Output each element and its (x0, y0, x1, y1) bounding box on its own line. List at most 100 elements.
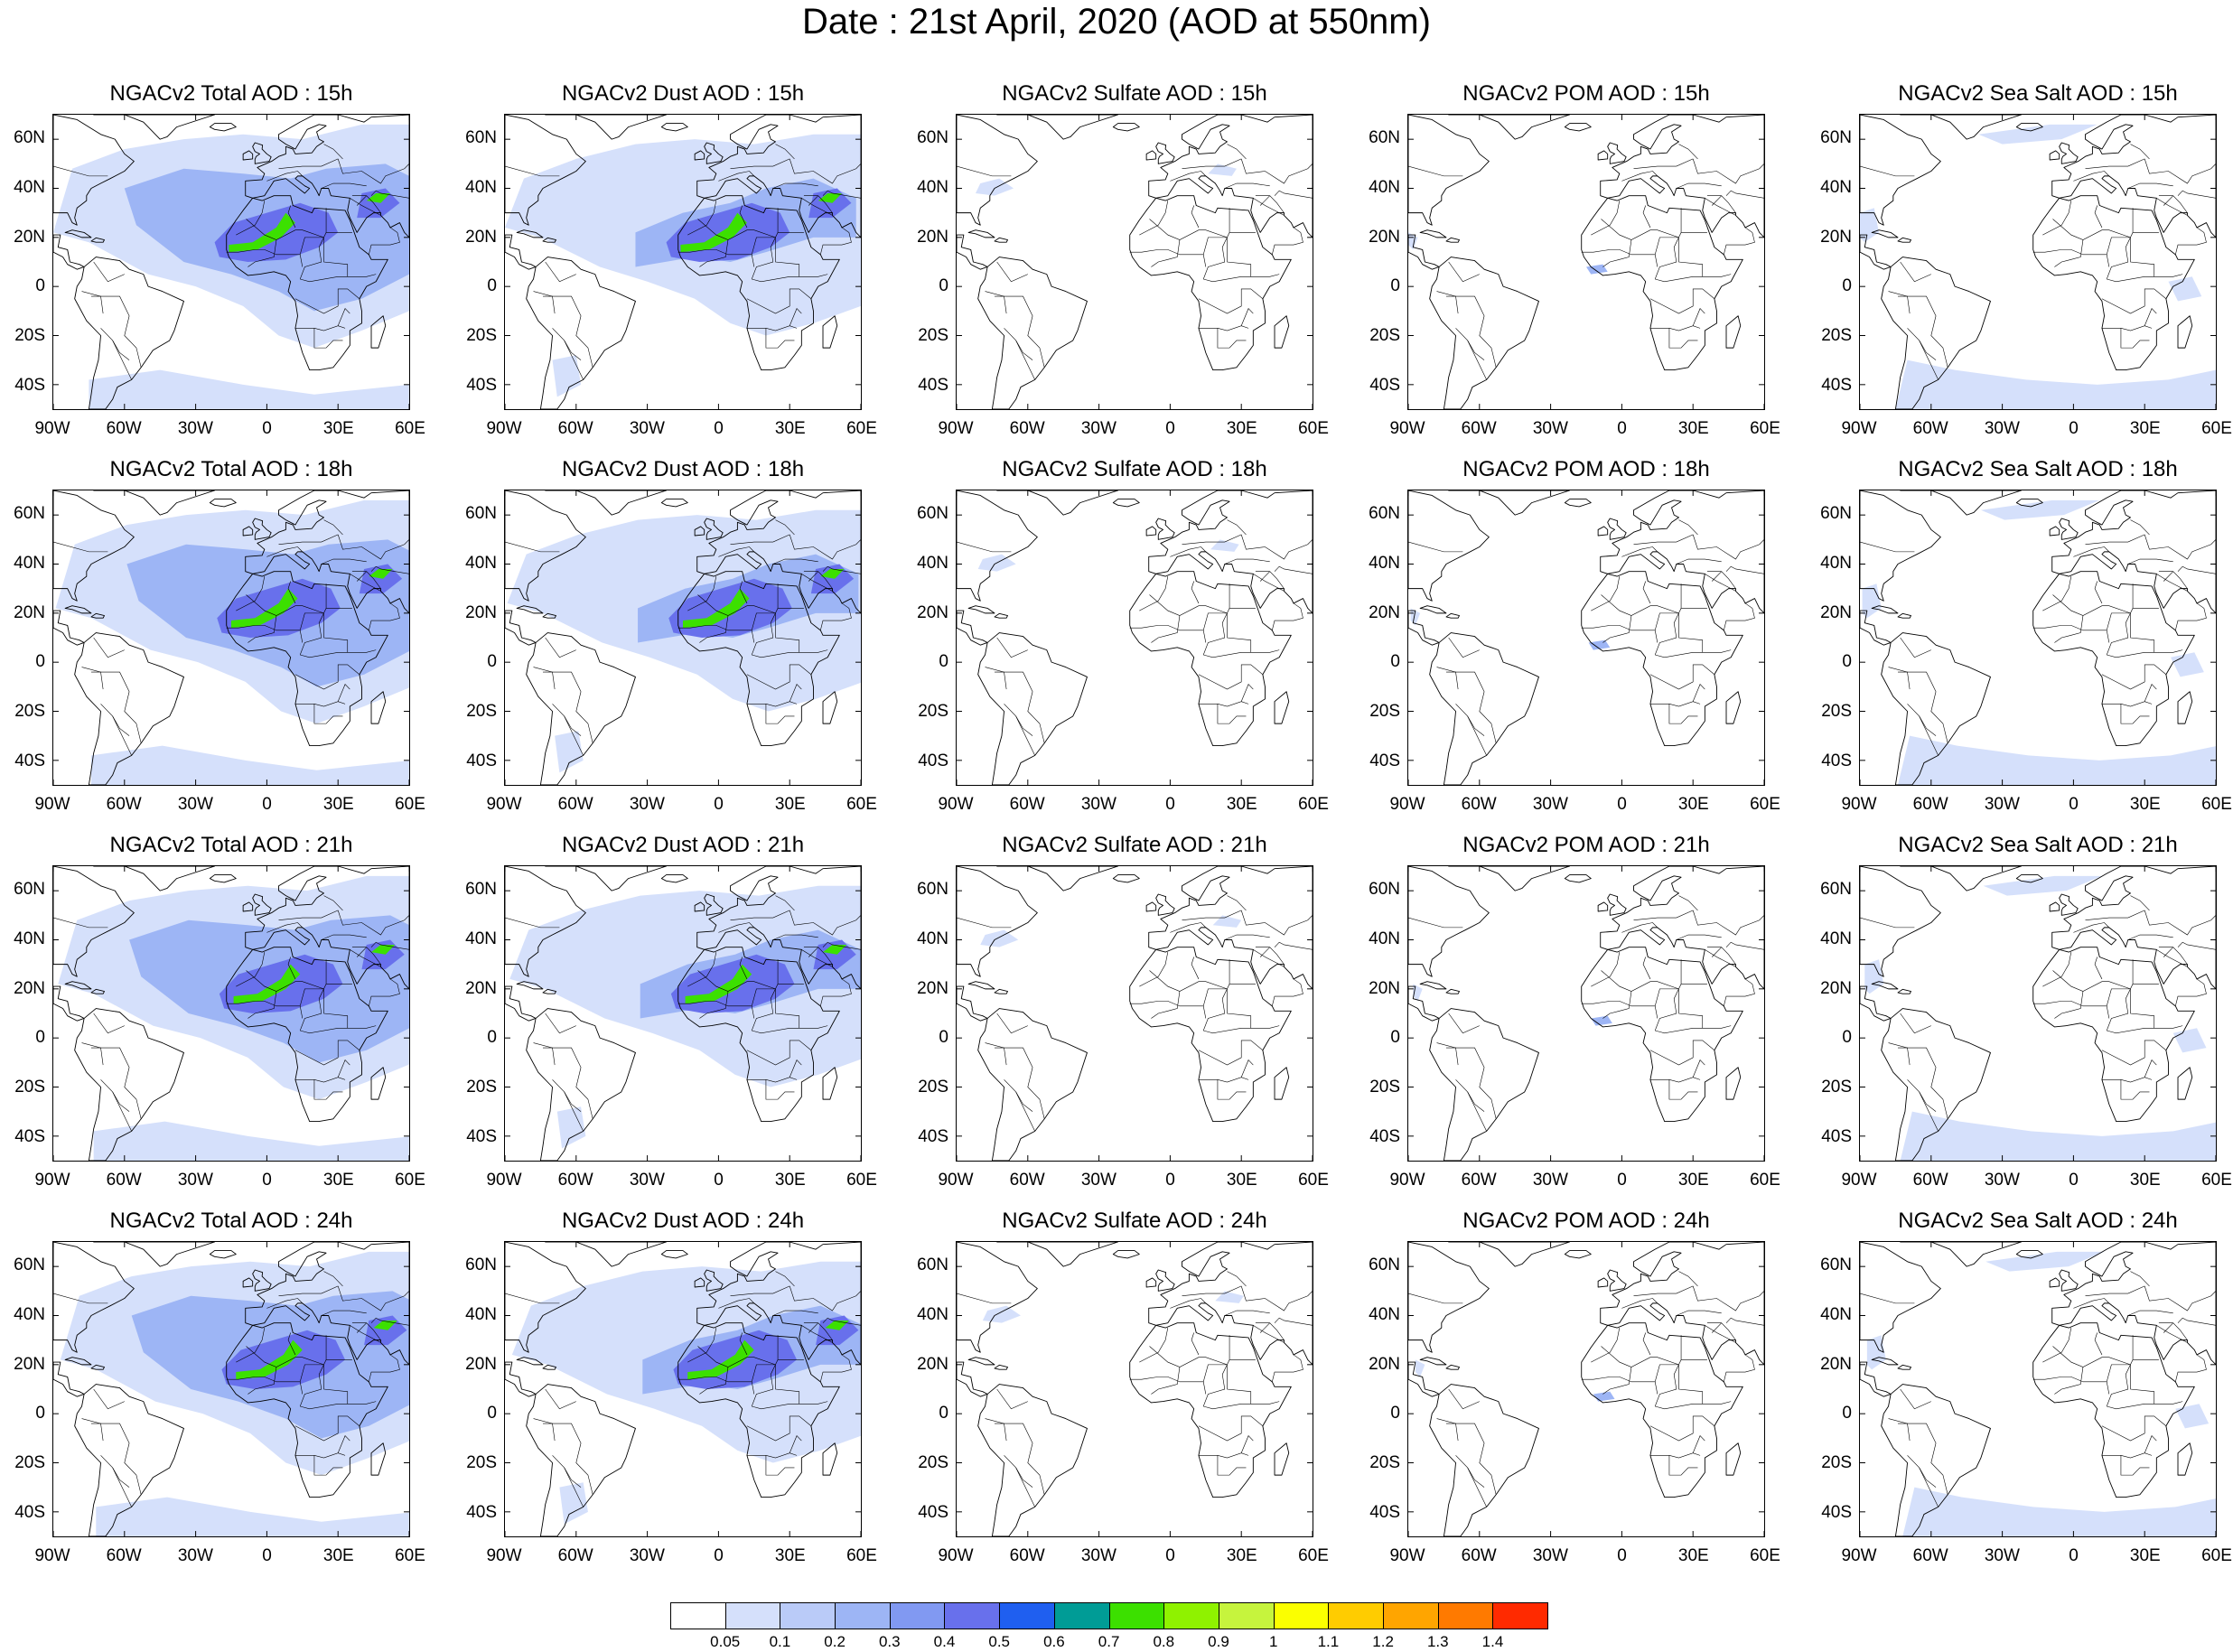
country-border (1678, 519, 1698, 536)
country-border (545, 1388, 576, 1410)
country-border (803, 1322, 833, 1340)
coastline-eurasia (2051, 1242, 2216, 1366)
country-border (2054, 239, 2084, 267)
country-border (2163, 571, 2173, 582)
country-border (1129, 1001, 1207, 1019)
country-border (2073, 1298, 2110, 1309)
coastline-greenland (545, 866, 668, 891)
country-border (1621, 922, 1658, 933)
aod-shading (1983, 875, 2102, 896)
lat-label: 20N (1820, 978, 1852, 998)
country-border (1436, 667, 1459, 690)
coastline-africa (677, 195, 840, 371)
country-border (746, 1452, 798, 1459)
aod-shading (982, 1305, 1021, 1323)
lat-label: 40S (918, 1502, 948, 1522)
country-border (2144, 910, 2216, 936)
country-border (1015, 715, 1035, 756)
country-border (1202, 583, 1230, 656)
colorbar-swatch (889, 1602, 946, 1629)
lon-label: 30E (322, 1171, 354, 1190)
country-border (1888, 291, 1911, 314)
country-border (1191, 581, 1200, 604)
country-border (2052, 970, 2131, 992)
country-border (1255, 1322, 1285, 1340)
map-svg (505, 115, 861, 409)
country-border (765, 328, 795, 349)
country-border (2094, 581, 2103, 604)
country-border (2042, 952, 2072, 987)
country-border (2107, 276, 2154, 283)
country-border (1591, 1328, 1621, 1363)
country-border (278, 534, 339, 546)
country-border (803, 947, 833, 965)
coastline-centralAmerica (1408, 234, 1440, 270)
country-border (1705, 198, 1736, 216)
country-border (1224, 1310, 1270, 1316)
lon-label: 90W (34, 419, 70, 438)
country-border (300, 1404, 348, 1410)
country-border (985, 1042, 1007, 1066)
lat-label: 20S (918, 1078, 948, 1097)
country-border (1692, 910, 1764, 936)
country-border (765, 1455, 795, 1476)
country-border (2120, 1455, 2150, 1476)
map-frame (1407, 865, 1765, 1162)
country-border (1900, 1013, 1931, 1034)
coastline-cuba (516, 229, 544, 238)
country-border (2073, 171, 2110, 182)
country-border (2144, 1285, 2216, 1311)
coastline-madagascar (1725, 1067, 1742, 1100)
coastline-africa (2032, 571, 2195, 747)
country-border (266, 546, 304, 557)
country-border (739, 205, 748, 229)
lat-label: 60N (917, 1255, 948, 1275)
lat-label: 40S (918, 1126, 948, 1146)
aod-shading (1591, 1015, 1612, 1026)
map-frame (52, 1241, 410, 1537)
country-border (300, 276, 348, 283)
aod-shading (236, 1339, 303, 1380)
lon-label: 30E (322, 1546, 354, 1565)
country-border (2120, 704, 2150, 724)
country-border (2130, 1364, 2183, 1405)
lon-label: 0 (262, 1171, 272, 1190)
lon-label: 60E (1750, 419, 1780, 438)
coastline-africa (1129, 195, 1292, 371)
country-border (808, 947, 818, 957)
map-frame (52, 490, 410, 786)
coastline-eurasia (1148, 866, 1313, 990)
coastline-eurasia (1148, 115, 1313, 238)
lat-label: 40N (1820, 178, 1852, 197)
country-border (808, 1322, 818, 1333)
country-border (1217, 1455, 1247, 1476)
map-panel-sulfate-24h: NGACv2 Sulfate AOD : 24h 60N 40N 20N 0 20S 40S… (903, 1209, 1355, 1579)
lat-label: 0 (939, 276, 948, 296)
coastline-africa (1129, 1322, 1292, 1498)
coastline-iceland (1112, 499, 1140, 508)
country-border (542, 1047, 593, 1119)
country-border (801, 198, 833, 216)
country-border (1692, 1285, 1764, 1311)
colorbar-label: 0.6 (1043, 1633, 1065, 1650)
country-border (1170, 171, 1207, 182)
country-border (1706, 947, 1736, 965)
country-border (1705, 574, 1736, 592)
panel-title: NGACv2 Total AOD : 15h (109, 81, 353, 106)
country-border (772, 558, 818, 565)
country-border (1888, 1418, 1911, 1442)
country-border (2177, 565, 2216, 574)
country-border (246, 219, 324, 240)
coastline-centralAmerica (53, 234, 85, 270)
lon-label: 30W (1080, 795, 1116, 814)
map-frame (1859, 114, 2217, 410)
coastline-ireland (2049, 901, 2060, 912)
country-border (323, 237, 377, 277)
lon-label: 30E (1226, 795, 1257, 814)
country-border (775, 612, 828, 653)
country-border (1182, 910, 1242, 921)
country-border (1202, 988, 1228, 1006)
lat-label: 0 (1842, 276, 1852, 296)
country-border (697, 594, 776, 616)
